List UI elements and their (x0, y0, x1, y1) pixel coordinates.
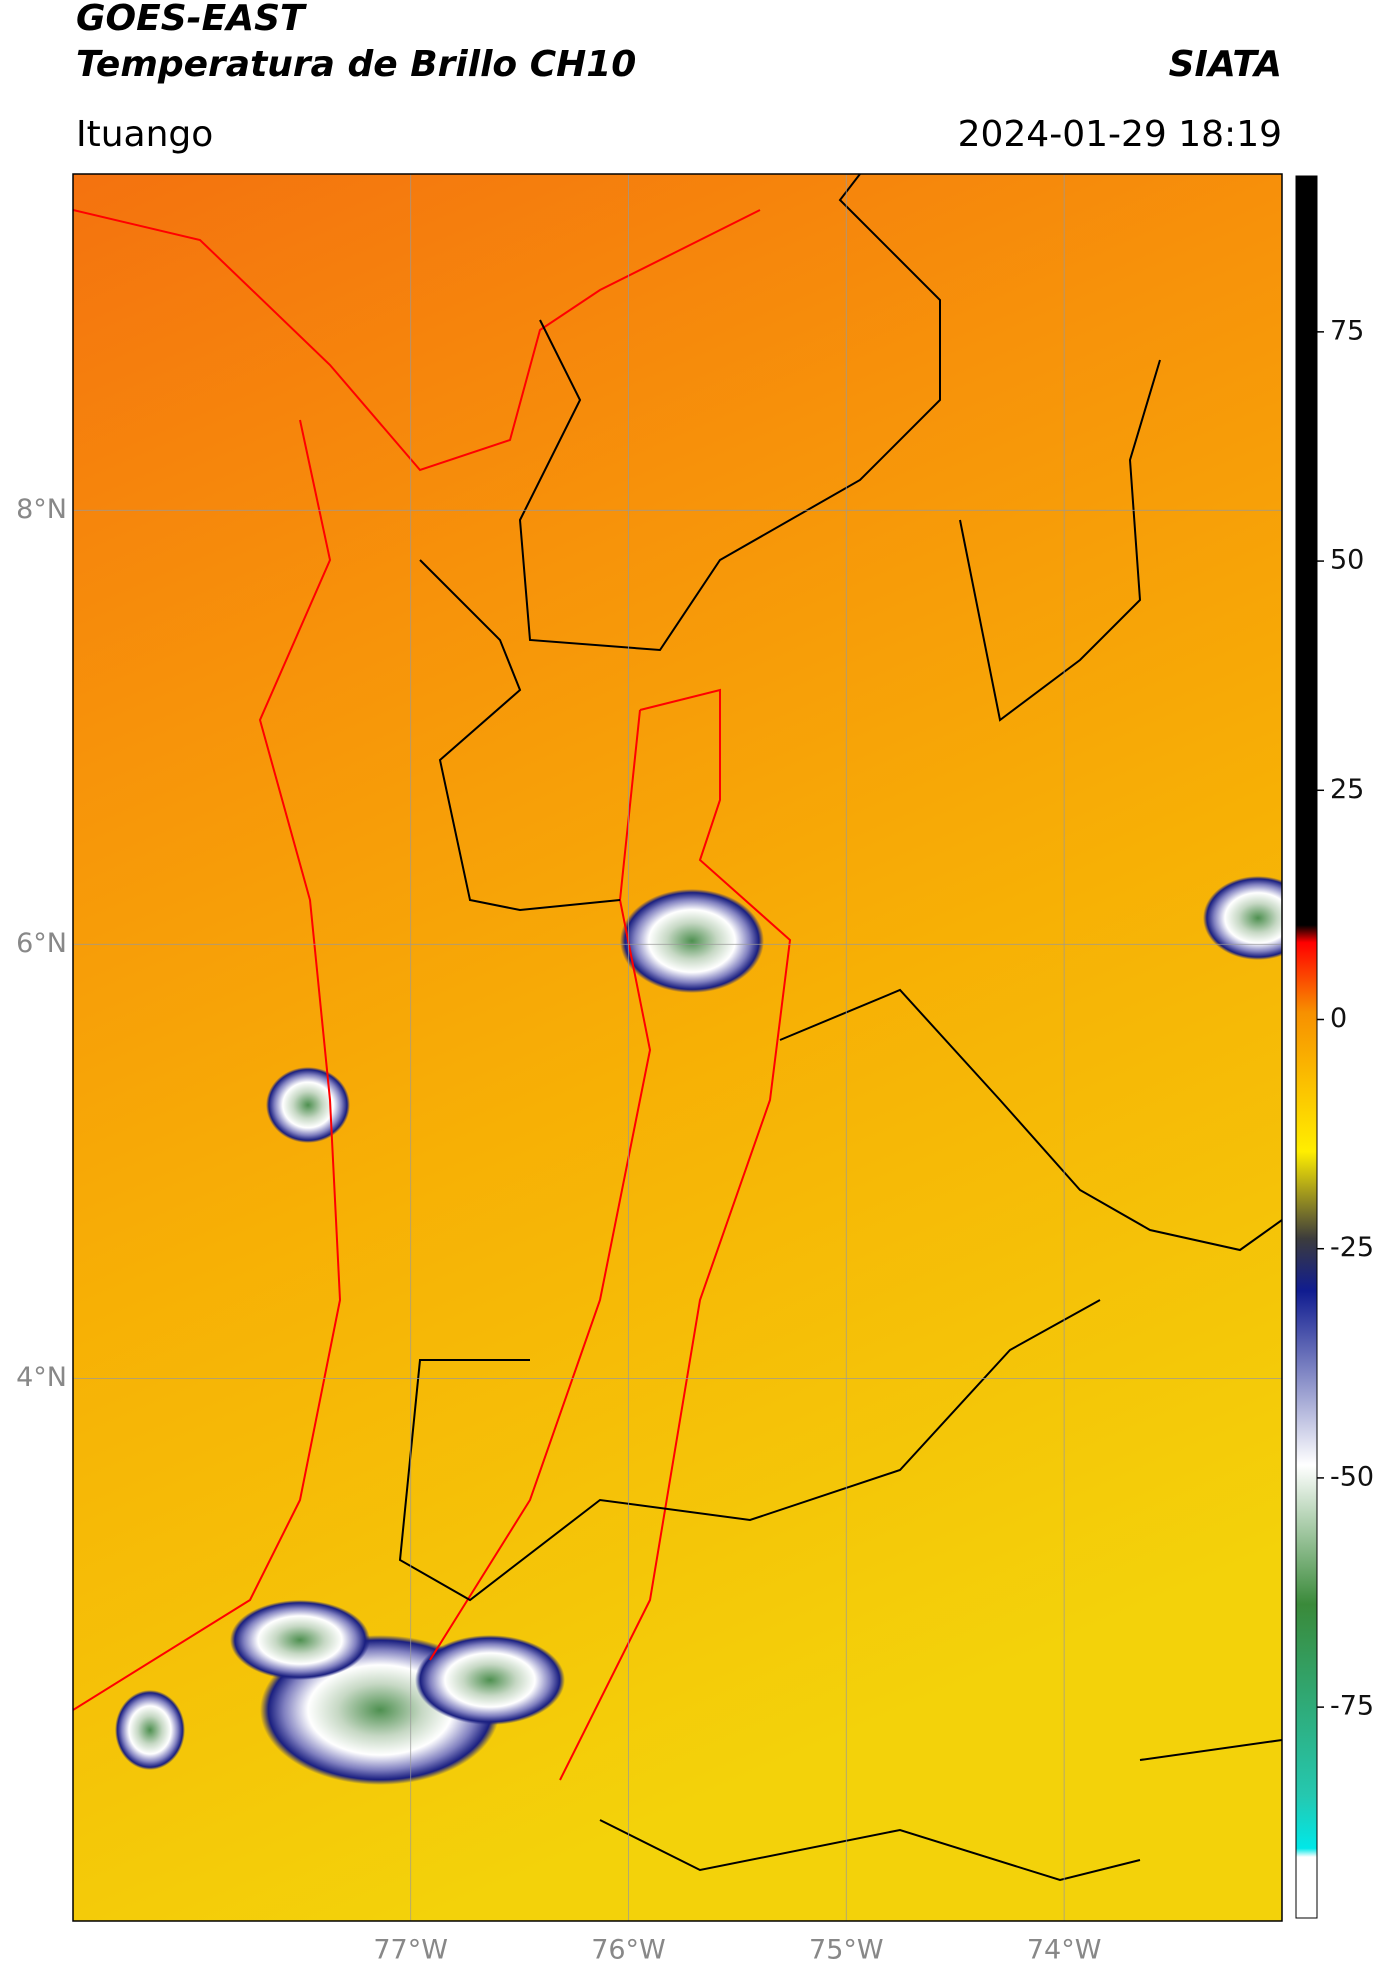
cloud (415, 1635, 565, 1725)
subtitle: Temperatura de Brillo CH10 (76, 44, 636, 85)
colorbar-tick-label: 0 (1330, 1003, 1347, 1034)
y-tick-label: 8°N (16, 494, 67, 525)
map (73, 174, 1282, 1921)
cloud (230, 1600, 370, 1680)
cloud (1203, 876, 1282, 960)
cloud (266, 1067, 350, 1143)
map-frame (72, 173, 1283, 1922)
x-tick-label: 77°W (373, 1935, 448, 1966)
source: SIATA (1169, 44, 1282, 85)
coastline (73, 209, 761, 472)
title: GOES-EAST (76, 0, 307, 39)
x-tick-label: 76°W (591, 1935, 666, 1966)
coastline (73, 419, 342, 1711)
colorbar-tick-label: 50 (1330, 545, 1364, 576)
x-tick-label: 75°W (809, 1935, 884, 1966)
y-tick-label: 6°N (16, 928, 67, 959)
datetime: 2024-01-29 18:19 (958, 114, 1282, 155)
region-border (429, 688, 792, 1781)
colorbar-tick-label: -50 (1330, 1461, 1374, 1492)
y-tick-label: 4°N (16, 1362, 67, 1393)
x-tick-label: 74°W (1027, 1935, 1102, 1966)
location: Ituango (76, 114, 213, 155)
colorbar (1295, 175, 1318, 1919)
colorbar-tick-label: 25 (1330, 774, 1364, 805)
cloud (115, 1690, 185, 1770)
colorbar-tick-label: -25 (1330, 1232, 1374, 1263)
cloud (620, 889, 764, 993)
colorbar-tick-label: 75 (1330, 315, 1364, 346)
colorbar-tick-label: -75 (1330, 1691, 1374, 1722)
border (398, 174, 1282, 1882)
